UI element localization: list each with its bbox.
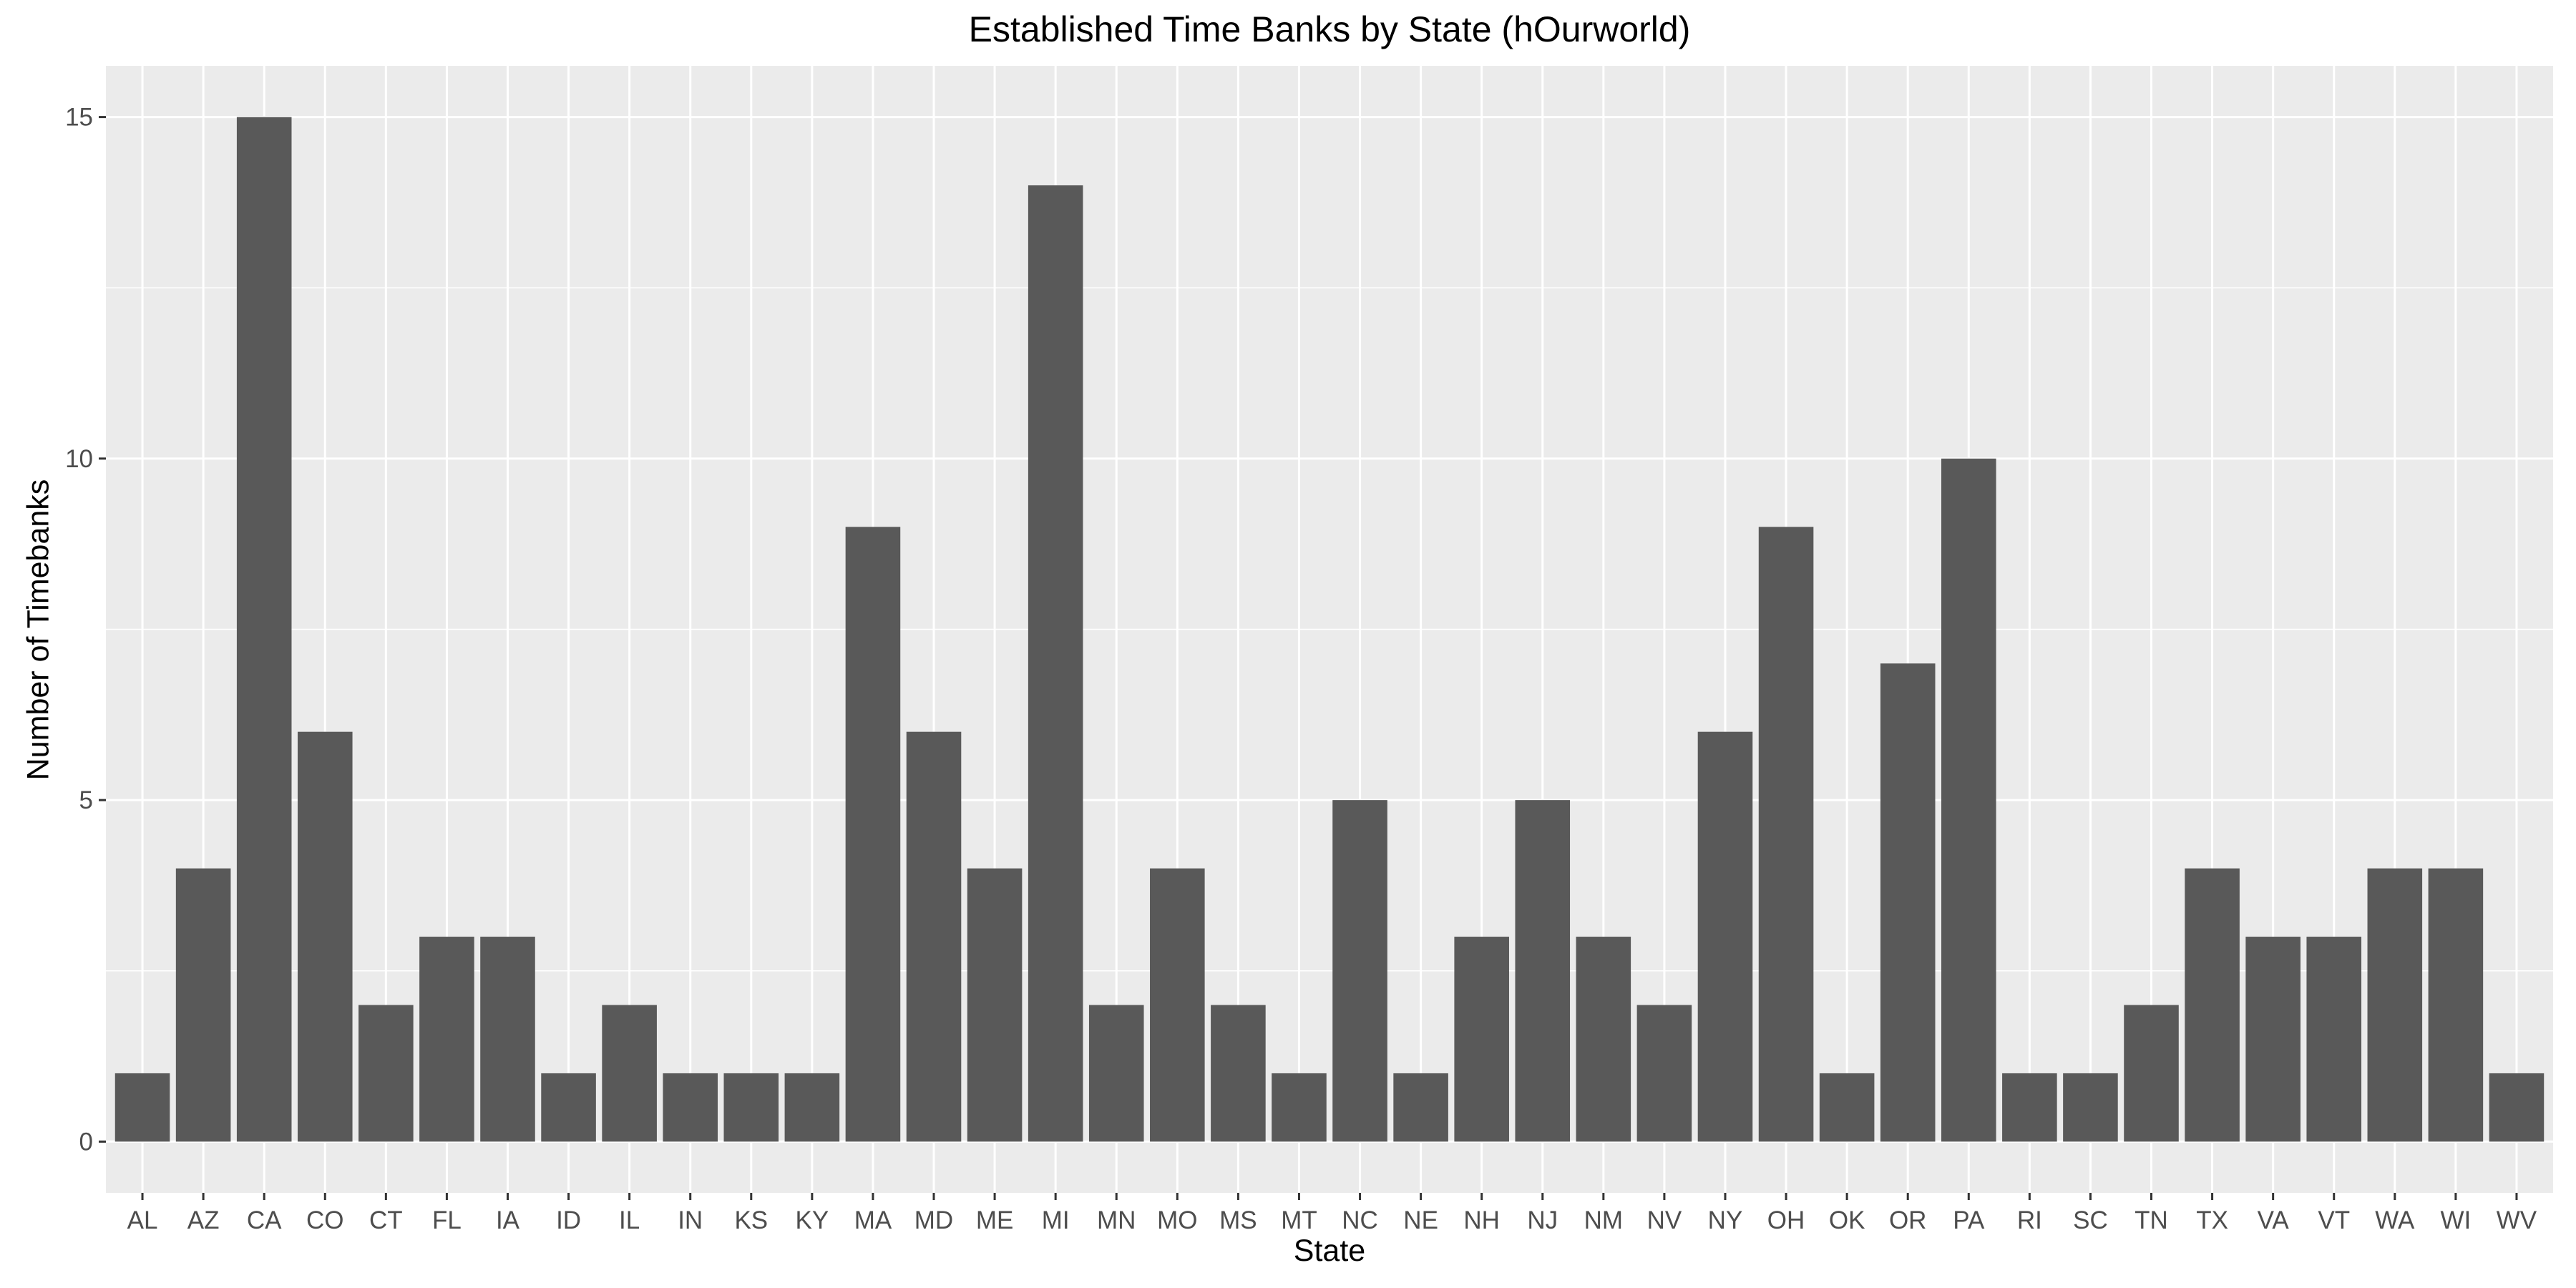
bar-ca (236, 117, 292, 1142)
y-tick-label: 5 (79, 786, 93, 814)
x-tick-label: PA (1953, 1206, 1985, 1234)
x-tick-label: MN (1097, 1206, 1136, 1234)
x-tick-label: MI (1042, 1206, 1070, 1234)
bar-al (114, 1073, 170, 1142)
x-tick-label: IN (678, 1206, 703, 1234)
bar-ky (784, 1073, 840, 1142)
bar-va (2245, 937, 2301, 1142)
x-tick-label: NV (1647, 1206, 1682, 1234)
bar-tx (2185, 868, 2240, 1142)
bar-ma (845, 527, 901, 1142)
x-tick-label: FL (432, 1206, 462, 1234)
bar-mn (1088, 1005, 1144, 1142)
x-tick-label: RI (2017, 1206, 2042, 1234)
x-tick-label: OH (1767, 1206, 1805, 1234)
bar-md (906, 731, 962, 1142)
x-tick-label: NY (1708, 1206, 1743, 1234)
chart-title: Established Time Banks by State (hOurwor… (968, 9, 1691, 49)
bar-in (663, 1073, 718, 1142)
bar-nc (1332, 800, 1387, 1142)
x-tick-label: CA (247, 1206, 282, 1234)
bar-ri (2002, 1073, 2057, 1142)
y-tick-label: 15 (65, 104, 93, 132)
x-tick-label: MA (854, 1206, 892, 1234)
x-axis-label: State (1293, 1234, 1366, 1268)
x-tick-label: IA (496, 1206, 520, 1234)
bar-id (541, 1073, 596, 1142)
bar-mt (1272, 1073, 1327, 1142)
bar-wi (2428, 868, 2484, 1142)
bar-ms (1211, 1005, 1266, 1142)
x-tick-label: ID (556, 1206, 581, 1234)
bar-ok (1819, 1073, 1875, 1142)
x-tick-label: IL (619, 1206, 640, 1234)
bars (114, 117, 2545, 1142)
bar-tn (2124, 1005, 2179, 1142)
bar-oh (1758, 527, 1814, 1142)
bar-wa (2367, 868, 2423, 1142)
x-tick-label: OK (1829, 1206, 1865, 1234)
x-tick-label: NH (1463, 1206, 1500, 1234)
x-tick-label: OR (1889, 1206, 1927, 1234)
bar-nv (1636, 1005, 1692, 1142)
x-tick-label: MT (1281, 1206, 1317, 1234)
bar-co (297, 731, 353, 1142)
x-tick-label: CO (306, 1206, 344, 1234)
x-tick-label: KY (796, 1206, 829, 1234)
bar-ks (723, 1073, 779, 1142)
bar-fl (419, 937, 474, 1142)
x-tick-label: TX (2196, 1206, 2228, 1234)
bar-vt (2306, 937, 2362, 1142)
x-tick-label: VA (2258, 1206, 2290, 1234)
x-tick-label: NM (1584, 1206, 1623, 1234)
bar-or (1880, 663, 1936, 1142)
bar-il (602, 1005, 657, 1142)
bar-sc (2063, 1073, 2118, 1142)
bar-ne (1393, 1073, 1448, 1142)
x-tick-label: WV (2497, 1206, 2537, 1234)
axes: 0 5 10 15 AL AZ CA CO CT FL IA ID IL IN KS KY MA MD ME MI MN… (65, 104, 2537, 1234)
x-tick-label: KS (734, 1206, 768, 1234)
y-tick-label: 10 (65, 445, 93, 473)
x-tick-label: SC (2073, 1206, 2108, 1234)
bar-mo (1150, 868, 1205, 1142)
x-tick-label: VT (2318, 1206, 2350, 1234)
y-tick-label: 0 (79, 1128, 93, 1156)
bar-ia (480, 937, 535, 1142)
bar-me (967, 868, 1023, 1142)
bar-pa (1941, 458, 1996, 1142)
x-tick-label: MO (1157, 1206, 1197, 1234)
bar-nh (1454, 937, 1509, 1142)
bar-az (175, 868, 231, 1142)
bar-mi (1028, 185, 1083, 1142)
x-tick-label: NJ (1527, 1206, 1558, 1234)
bar-ny (1697, 731, 1753, 1142)
x-tick-label: NE (1403, 1206, 1438, 1234)
x-tick-label: MS (1219, 1206, 1257, 1234)
x-tick-label: NC (1342, 1206, 1378, 1234)
x-tick-label: ME (976, 1206, 1014, 1234)
x-tick-label: WI (2440, 1206, 2471, 1234)
bar-nm (1576, 937, 1631, 1142)
bar-wv (2489, 1073, 2545, 1142)
x-tick-label: WA (2375, 1206, 2415, 1234)
x-tick-label: TN (2135, 1206, 2168, 1234)
x-tick-label: AL (127, 1206, 158, 1234)
x-tick-label: MD (914, 1206, 953, 1234)
x-tick-label: AZ (187, 1206, 220, 1234)
bar-ct (358, 1005, 414, 1142)
bar-nj (1515, 800, 1571, 1142)
x-tick-label: CT (369, 1206, 403, 1234)
